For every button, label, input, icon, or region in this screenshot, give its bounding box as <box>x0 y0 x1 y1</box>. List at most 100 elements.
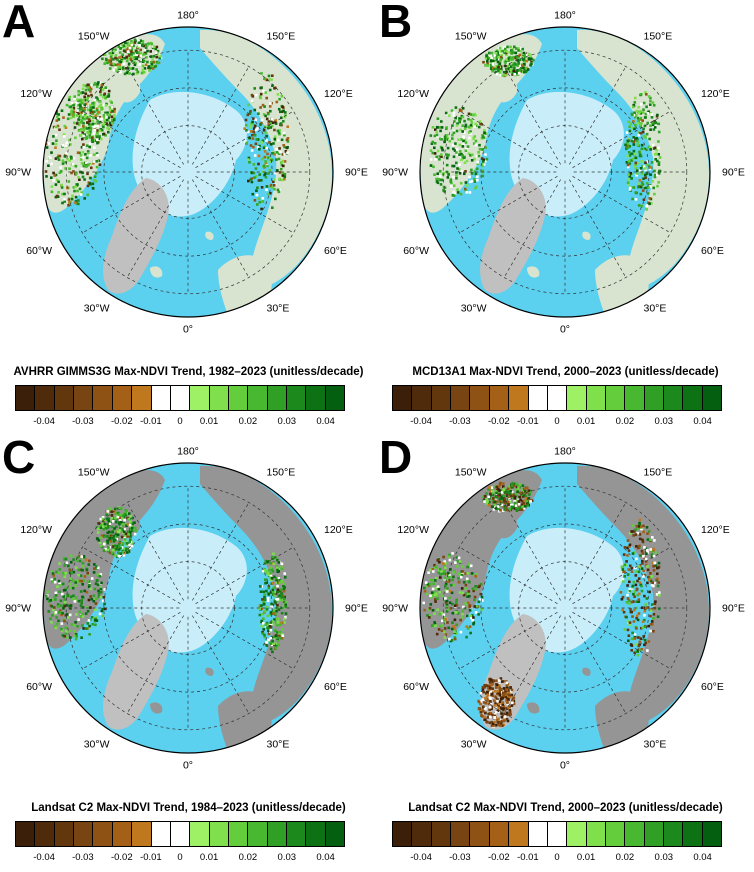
meridian-line <box>192 179 250 278</box>
colorbar-tick-label: -0.02 <box>110 852 133 863</box>
colorbar-class <box>528 386 548 410</box>
greenland <box>103 614 169 730</box>
colorbar-title: Landsat C2 Max-NDVI Trend, 1984–2023 (un… <box>31 802 346 814</box>
colorbar-class <box>547 822 568 846</box>
longitude-label: 30°W <box>84 739 110 751</box>
iceland <box>150 702 163 714</box>
meridian-line <box>569 615 627 714</box>
trend-pixels <box>429 45 662 211</box>
colorbar-class <box>325 822 345 846</box>
longitude-label: 150°W <box>455 31 487 43</box>
colorbar-class <box>74 386 94 410</box>
colorbar-tick-label: -0.04 <box>410 416 432 427</box>
longitude-label: 180° <box>554 10 576 22</box>
sea-ice <box>509 527 624 653</box>
map-border <box>42 26 334 318</box>
longitude-label: 30°W <box>461 739 487 751</box>
meridian-line <box>503 502 561 601</box>
arctic-archipelago <box>118 76 141 103</box>
colorbar-class <box>190 822 210 846</box>
longitude-label: 60°E <box>324 245 347 257</box>
colorbar-class <box>325 386 345 410</box>
colorbar-tick-label: 0.03 <box>277 416 297 427</box>
longitude-label: 60°E <box>701 245 724 257</box>
colorbar-tick-label: -0.04 <box>33 416 55 427</box>
colorbar-class <box>451 386 471 410</box>
colorbar-class <box>702 822 722 846</box>
panel-letter: B <box>379 0 413 47</box>
colorbar-tick-label: 0 <box>554 416 560 427</box>
colorbar-tick-label: 0.04 <box>316 416 335 427</box>
sea-ice <box>132 527 247 653</box>
colorbar-class <box>287 386 307 410</box>
colorbar-tick-label: -0.02 <box>110 416 133 427</box>
colorbar-class <box>209 822 229 846</box>
longitude-label: 60°W <box>26 681 52 693</box>
colorbar-ticks: -0.04 -0.03 -0.02 -0.01 0 0.01 0.02 0.03 0.04 <box>392 852 722 866</box>
colorbar-tick-label: -0.03 <box>449 852 471 863</box>
colorbar-tick-label: -0.01 <box>517 852 539 863</box>
colorbar-class <box>93 822 113 846</box>
longitude-label: 120°E <box>701 88 730 100</box>
map-border <box>42 462 334 754</box>
colorbar-class <box>151 386 171 410</box>
colorbar-class <box>528 822 548 846</box>
colorbar-tick-label: 0.04 <box>693 416 712 427</box>
meridian-line <box>192 66 250 165</box>
meridian-line <box>82 612 181 670</box>
colorbar-class <box>412 386 432 410</box>
meridian-line <box>572 546 671 604</box>
longitude-label: 90°W <box>5 603 31 615</box>
latitude-circle <box>103 523 273 693</box>
latitude-circle <box>442 485 688 731</box>
meridian-line <box>195 612 294 670</box>
longitude-label: 90°W <box>5 167 31 179</box>
longitude-label: 150°W <box>78 31 110 43</box>
colorbar-tick-label: 0.02 <box>238 416 258 427</box>
greenland <box>103 178 169 294</box>
colorbar-class <box>248 822 268 846</box>
colorbar-class <box>625 386 645 410</box>
colorbar-class <box>567 822 587 846</box>
colorbar-class <box>93 386 113 410</box>
colorbar-class <box>431 822 452 846</box>
longitude-label: 150°E <box>267 467 296 479</box>
iceland <box>150 266 163 278</box>
longitude-label: 0° <box>183 760 193 772</box>
colorbar-class <box>605 386 626 410</box>
colorbar-tick-label: -0.03 <box>72 852 94 863</box>
colorbar-ticks: -0.04 -0.03 -0.02 -0.01 0 0.01 0.02 0.03 0.04 <box>15 852 345 866</box>
colorbar-class <box>267 386 288 410</box>
longitude-label: 120°W <box>397 88 429 100</box>
colorbar-tick-label: 0.01 <box>576 416 596 427</box>
colorbar-tick-label: -0.01 <box>140 852 162 863</box>
longitude-label: 120°W <box>397 524 429 536</box>
panel-b: B 180° 150°E 120°E 90°E 60°E 30°E 0° 30°W 60°W 90°… <box>377 0 754 436</box>
colorbar-tick-label: -0.01 <box>517 416 539 427</box>
colorbar <box>392 385 722 411</box>
colorbar-class <box>170 822 191 846</box>
colorbar-class <box>547 386 568 410</box>
longitude-label: 90°E <box>722 167 745 179</box>
colorbar-class <box>509 822 529 846</box>
longitude-label: 60°W <box>26 245 52 257</box>
colorbar-class <box>489 822 510 846</box>
colorbar-class <box>664 386 684 410</box>
colorbar <box>392 821 722 847</box>
colorbar-tick-label: 0 <box>177 416 183 427</box>
colorbar-tick-label: 0.04 <box>693 852 712 863</box>
colorbar-class <box>151 822 171 846</box>
longitude-label: 150°W <box>78 467 110 479</box>
eurasia-landmass <box>577 465 709 726</box>
colorbar-tick-label: 0.03 <box>654 852 674 863</box>
latitude-circle <box>480 523 650 693</box>
longitude-label: 60°E <box>324 681 347 693</box>
scandinavia-landmass <box>595 691 649 753</box>
colorbar-class <box>625 822 645 846</box>
meridian-line <box>572 176 671 234</box>
colorbar-class <box>209 386 229 410</box>
colorbar-ticks: -0.04 -0.03 -0.02 -0.01 0 0.01 0.02 0.03 0.04 <box>392 416 722 430</box>
eurasia-landmass <box>200 29 332 291</box>
colorbar-class <box>605 822 626 846</box>
colorbar-class <box>170 386 191 410</box>
